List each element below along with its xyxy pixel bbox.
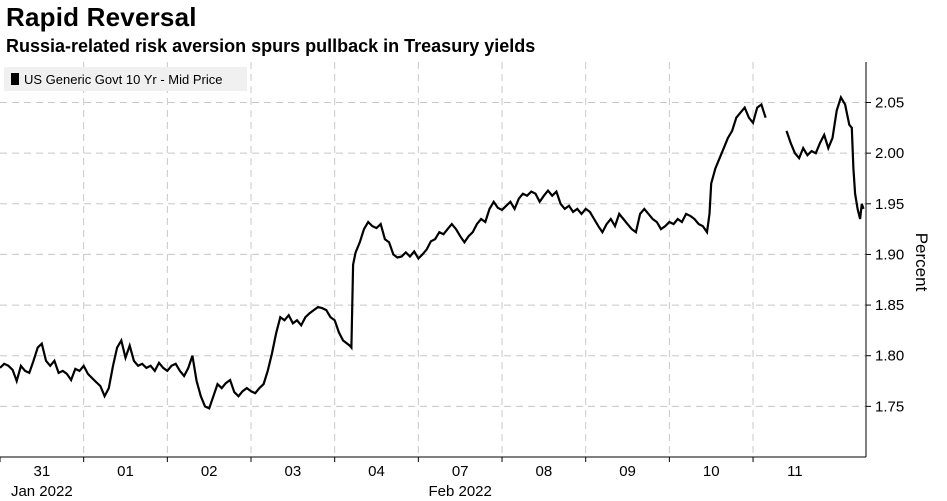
- y-axis-label: Percent: [912, 233, 931, 292]
- legend-swatch: [11, 73, 19, 85]
- y-tick-label: 1.90: [875, 246, 904, 263]
- x-tick-label: 02: [201, 463, 218, 480]
- chart-subtitle: Russia-related risk aversion spurs pullb…: [6, 36, 536, 56]
- y-axis: 2.05 2.00 1.95 1.90 1.85 1.80 1.75: [866, 95, 904, 415]
- y-tick-label: 1.80: [875, 348, 904, 365]
- x-tick-label: 08: [536, 463, 553, 480]
- x-period-label: Feb 2022: [428, 483, 491, 500]
- series-line: [0, 102, 767, 410]
- x-tick-label: 10: [703, 463, 720, 480]
- y-tick-label: 2.05: [875, 95, 904, 112]
- grid: [0, 62, 866, 457]
- legend-background: [4, 67, 247, 91]
- chart-title: Rapid Reversal: [6, 2, 197, 32]
- legend: US Generic Govt 10 Yr - Mid Price: [4, 67, 247, 91]
- x-tick-label: 03: [285, 463, 302, 480]
- x-period-label: Jan 2022: [11, 483, 73, 500]
- x-axis: 31 01 02 03 04 07 08 09 10 11 Jan 2022 Feb 2022: [0, 457, 803, 500]
- x-tick-label: 07: [452, 463, 469, 480]
- legend-label: US Generic Govt 10 Yr - Mid Price: [24, 72, 222, 87]
- x-tick-label: 31: [33, 463, 50, 480]
- x-tick-label: 11: [787, 463, 803, 480]
- y-tick-label: 1.95: [875, 196, 904, 213]
- series-layer: [0, 94, 865, 410]
- x-tick-label: 01: [117, 463, 134, 480]
- x-tick-label: 04: [368, 463, 385, 480]
- y-tick-label: 1.75: [875, 398, 904, 415]
- series-line: [785, 94, 865, 220]
- y-tick-label: 1.85: [875, 297, 904, 314]
- x-tick-label: 09: [619, 463, 636, 480]
- y-tick-label: 2.00: [875, 145, 904, 162]
